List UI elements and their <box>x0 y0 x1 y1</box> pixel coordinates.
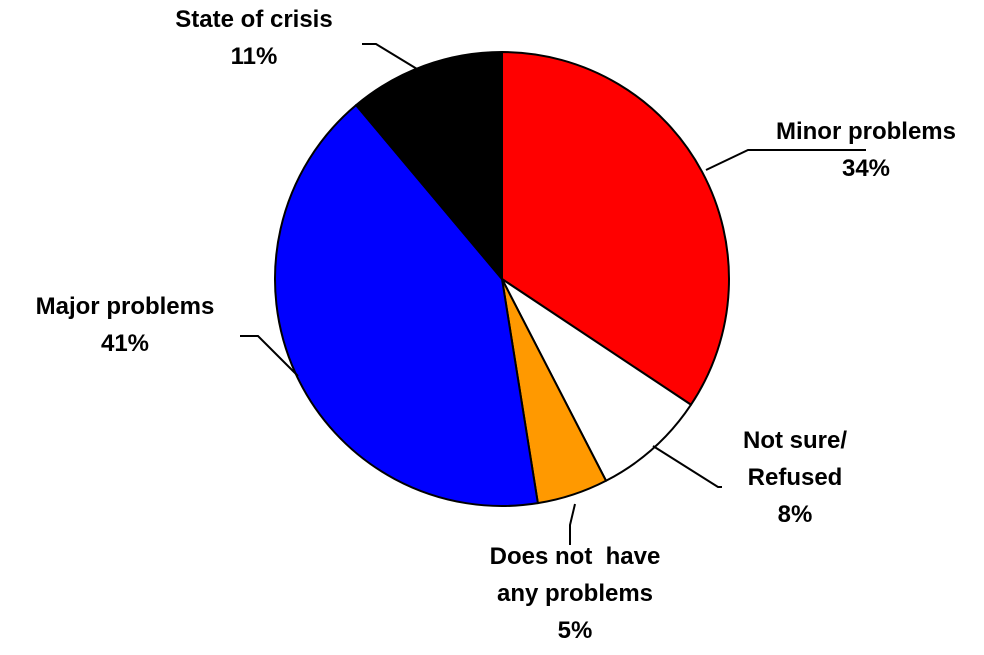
leader-line-major-problems <box>240 335 299 377</box>
pie-slice-state-of-crisis <box>355 51 503 280</box>
slice-label-not-sure-refused: Not sure/Refused 8% <box>743 427 847 528</box>
slice-label-major-problems: Major problems 41% <box>36 293 215 357</box>
slice-percent: 5% <box>558 617 593 644</box>
slice-name: Minor problems <box>776 118 956 145</box>
leader-line-not-sure-refused <box>652 445 722 488</box>
slice-percent: 8% <box>778 501 813 528</box>
slice-label-does-not-have-any-problems: Does not have any problems 5% <box>490 543 661 644</box>
leader-lines <box>240 43 866 545</box>
slice-label-state-of-crisis: State of crisis 11% <box>175 6 332 70</box>
slice-percent: 11% <box>231 43 278 70</box>
leader-line-minor-problems <box>705 149 866 171</box>
slice-label-minor-problems: Minor problems 34% <box>776 118 956 182</box>
pie-slices <box>274 51 730 507</box>
pie-slice-not-sure-refused <box>501 278 692 482</box>
leader-line-state-of-crisis <box>362 43 423 73</box>
slice-name: Major problems <box>36 293 215 320</box>
slice-labels: Minor problems 34% Not sure/Refused 8% Does … <box>36 6 956 644</box>
slice-name: Does not have <box>490 543 661 570</box>
slice-name: Refused <box>748 464 843 491</box>
slice-percent: 34% <box>842 155 890 182</box>
slice-name: any problems <box>497 580 653 607</box>
leader-line-does-not-have-any-problems <box>569 503 576 545</box>
slice-name: State of crisis <box>175 6 332 33</box>
slice-percent: 41% <box>101 330 149 357</box>
slice-name: Not sure/ <box>743 427 847 454</box>
